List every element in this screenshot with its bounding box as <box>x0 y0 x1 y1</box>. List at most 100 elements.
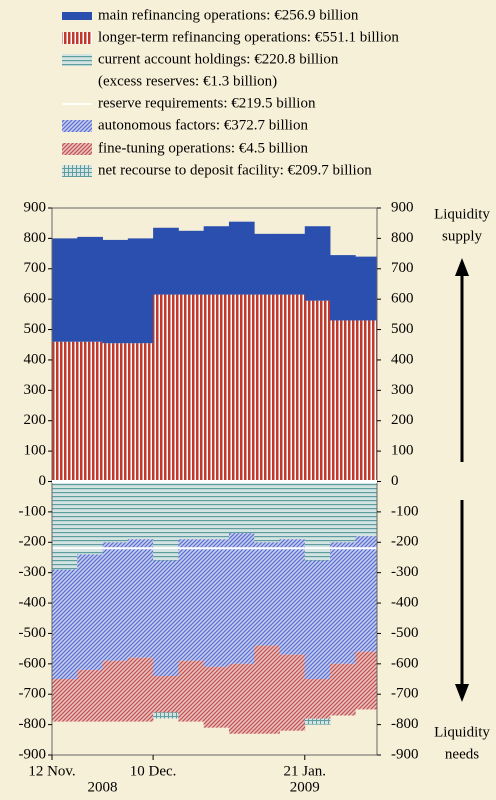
y-tick-label: -100 <box>19 503 47 519</box>
area-segment <box>153 227 179 295</box>
x-tick-label: 10 Dec. <box>130 763 177 779</box>
area-segment <box>330 320 356 482</box>
y-tick-label: -800 <box>19 716 47 732</box>
area-segment <box>102 481 129 543</box>
area-segment <box>254 542 280 646</box>
y2-tick-label: -700 <box>391 686 419 702</box>
y-tick-label: 300 <box>24 382 47 398</box>
legend-swatch <box>62 143 92 155</box>
area-segment <box>153 294 179 482</box>
y2-tick-label: -400 <box>391 594 419 610</box>
legend-swatch <box>62 120 92 132</box>
area-segment <box>279 294 306 482</box>
y-tick-label: 500 <box>24 321 47 337</box>
area-segment <box>127 238 154 344</box>
legend-swatch <box>62 12 92 20</box>
y-tick-label: -400 <box>19 594 47 610</box>
x-year-label: 2008 <box>88 779 118 795</box>
area-segment <box>254 233 280 295</box>
legend-label: autonomous factors: €372.7 billion <box>98 117 308 133</box>
y-tick-label: 0 <box>39 473 47 489</box>
y2-tick-label: 300 <box>391 382 414 398</box>
area-segment <box>153 675 179 713</box>
area-segment <box>355 320 378 482</box>
supply-label: supply <box>442 228 483 244</box>
area-segment <box>127 657 154 722</box>
area-segment <box>203 539 230 667</box>
y2-tick-label: 900 <box>391 199 414 215</box>
y-tick-label: 600 <box>24 291 47 307</box>
area-segment <box>304 226 331 301</box>
area-segment <box>52 481 78 570</box>
area-segment <box>77 341 103 482</box>
area-segment <box>254 645 280 734</box>
y2-tick-label: 200 <box>391 412 414 428</box>
x-tick-label: 12 Nov. <box>28 763 75 779</box>
area-segment <box>127 343 154 482</box>
area-segment <box>228 481 255 534</box>
area-segment <box>279 481 306 540</box>
area-segment <box>127 481 154 540</box>
area-segment <box>127 539 154 658</box>
y2-tick-label: 600 <box>391 291 414 307</box>
legend-label: main refinancing operations: €256.9 bill… <box>98 7 359 23</box>
area-segment <box>304 679 331 719</box>
area-segment <box>52 679 78 722</box>
area-segment <box>228 533 255 664</box>
y-tick-label: 200 <box>24 412 47 428</box>
area-segment <box>52 341 78 482</box>
y-tick-label: 100 <box>24 443 47 459</box>
area-segment <box>77 669 103 722</box>
area-segment <box>203 666 230 728</box>
y2-tick-label: 400 <box>391 351 414 367</box>
area-segment <box>77 236 103 342</box>
area-segment <box>153 712 179 719</box>
arrows <box>455 258 469 702</box>
y2-tick-label: -100 <box>391 503 419 519</box>
area-segment <box>330 542 356 664</box>
needs-label: Liquidity <box>434 724 490 740</box>
area-segment <box>77 481 103 555</box>
area-segment <box>355 256 378 321</box>
y2-tick-label: 800 <box>391 230 414 246</box>
area-segment <box>304 300 331 482</box>
area-segment <box>77 554 103 670</box>
legend-label: fine-tuning operations: €4.5 billion <box>98 140 308 156</box>
area-segment <box>228 663 255 734</box>
y2-tick-label: 700 <box>391 260 414 276</box>
area-segment <box>279 654 306 731</box>
y2-tick-label: -600 <box>391 655 419 671</box>
y-tick-label: -500 <box>19 625 47 641</box>
supply-label: Liquidity <box>434 206 490 222</box>
y2-tick-label: -500 <box>391 625 419 641</box>
area-segment <box>279 233 306 295</box>
area-segment <box>178 481 205 540</box>
area-segment <box>153 560 179 676</box>
y-tick-label: -600 <box>19 655 47 671</box>
area-segment <box>52 238 78 342</box>
area-segment <box>330 481 356 543</box>
legend-swatch <box>62 54 92 66</box>
y2-tick-label: -800 <box>391 716 419 732</box>
area-segment <box>228 221 255 295</box>
legend-label: net recourse to deposit facility: €209.7… <box>98 162 372 178</box>
area-segment <box>203 481 230 540</box>
y-tick-label: 700 <box>24 260 47 276</box>
x-tick-label: 21 Jan. <box>284 763 327 779</box>
legend-swatch <box>62 165 92 177</box>
area-segment <box>279 539 306 655</box>
y-tick-label: 900 <box>24 199 47 215</box>
y2-tick-label: 500 <box>391 321 414 337</box>
area-segment <box>228 294 255 482</box>
y2-tick-label: -300 <box>391 564 419 580</box>
area-segment <box>355 651 378 710</box>
area-segment <box>330 255 356 321</box>
area-segment <box>355 481 378 537</box>
y-tick-label: -900 <box>19 746 47 762</box>
y2-tick-label: -200 <box>391 534 419 550</box>
legend-label: reserve requirements: €219.5 billion <box>98 95 316 111</box>
legend-label: current account holdings: €220.8 billion <box>98 51 339 67</box>
area-segment <box>102 343 129 482</box>
legend-swatch <box>62 32 92 44</box>
